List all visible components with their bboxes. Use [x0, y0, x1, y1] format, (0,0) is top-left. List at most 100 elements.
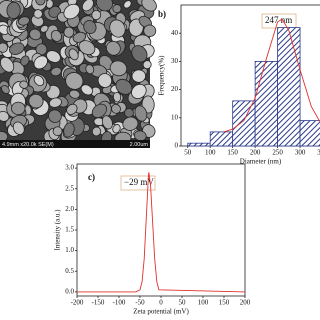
x-tick-label: -150	[92, 299, 105, 307]
grain	[112, 124, 121, 134]
grain	[33, 55, 48, 70]
y-tick-label: 0	[175, 142, 179, 150]
grain	[63, 26, 75, 38]
grain	[95, 0, 113, 12]
grain	[12, 121, 25, 135]
fit-curve	[223, 18, 320, 133]
grain	[50, 29, 62, 42]
grain	[48, 97, 62, 108]
grain	[80, 84, 93, 96]
bar	[254, 61, 279, 147]
sem-image	[0, 0, 157, 148]
grain	[101, 115, 113, 130]
grain	[131, 69, 146, 83]
grain	[142, 60, 152, 70]
x-tick-label: 150	[219, 299, 230, 307]
sem-info: 4.9mm x20.0k SE(M)	[2, 142, 54, 148]
y-tick-label: 1.5	[65, 226, 74, 234]
sem-info-bar	[0, 140, 150, 148]
y-tick-label: 10	[171, 113, 179, 121]
x-tick-label: 200	[250, 149, 261, 157]
x-tick-label: 150	[227, 149, 238, 157]
x-tick-label: 50	[179, 299, 187, 307]
grain	[63, 3, 81, 20]
plot-frame	[76, 163, 246, 297]
grain	[112, 4, 122, 14]
grain	[65, 72, 84, 90]
y-tick-label: 40	[171, 29, 179, 37]
y-tick-label: 0.0	[65, 287, 74, 295]
grain	[46, 50, 61, 63]
grain	[141, 0, 157, 12]
grain	[33, 9, 43, 19]
y-tick-label: 0.5	[65, 267, 74, 275]
bar	[299, 120, 320, 147]
grain	[9, 42, 25, 55]
x-tick-label: -200	[71, 299, 84, 307]
grain	[11, 101, 26, 116]
grain	[131, 83, 147, 99]
grain	[35, 0, 46, 6]
bar	[209, 131, 234, 147]
x-tick-label: 100	[198, 299, 209, 307]
grain	[68, 48, 79, 61]
panel-label: c)	[88, 172, 95, 182]
x-tick-label: -50	[135, 299, 145, 307]
grain	[106, 40, 121, 56]
grain	[91, 103, 108, 119]
grain	[50, 66, 62, 77]
grain	[66, 103, 78, 115]
x-axis-label: Diameter (nm)	[240, 158, 282, 166]
grain	[123, 0, 132, 9]
bar	[232, 100, 256, 147]
x-tick-label: 300	[295, 149, 306, 157]
x-tick-label: 200	[240, 299, 251, 307]
x-tick-label: 50	[184, 149, 192, 157]
grain	[48, 109, 62, 124]
x-axis-label: Zeta potential (mV)	[133, 308, 189, 316]
grain	[28, 93, 44, 109]
grain	[122, 116, 139, 131]
x-tick-label: -100	[113, 299, 126, 307]
grain	[29, 28, 42, 41]
grain	[0, 110, 10, 122]
grain	[109, 19, 126, 38]
bar	[187, 142, 211, 147]
grain	[0, 56, 15, 73]
y-tick-label: 1.0	[65, 246, 74, 254]
grain	[115, 78, 133, 95]
x-tick-label: 0	[159, 299, 163, 307]
grain	[20, 55, 30, 67]
y-tick-label: 20	[171, 85, 179, 93]
grain	[91, 9, 102, 21]
y-axis-label: Intensity (a.u.)	[54, 209, 62, 251]
annotation-box	[120, 175, 156, 191]
y-tick-label: 2.0	[65, 205, 74, 213]
grain	[91, 126, 102, 137]
bar	[277, 27, 301, 147]
sem-scale: 2.00um	[130, 142, 149, 148]
grain	[143, 24, 157, 38]
grain	[19, 80, 29, 89]
grain	[97, 73, 113, 88]
grain	[109, 60, 128, 77]
y-tick-label: 3.0	[65, 164, 74, 172]
grain	[6, 1, 21, 20]
grain	[63, 122, 75, 138]
zeta-curve	[77, 172, 246, 293]
grain	[72, 31, 87, 43]
grain	[1, 84, 10, 94]
grain	[111, 103, 121, 114]
grain	[134, 105, 148, 122]
grain	[17, 16, 30, 26]
grain	[33, 75, 45, 87]
panel-label: b)	[158, 9, 166, 19]
grain	[0, 42, 9, 53]
x-tick-label: 250	[272, 149, 283, 157]
y-axis-label: Frequency(%)	[158, 55, 166, 96]
y-tick-label: 2.5	[65, 184, 74, 192]
grain	[52, 126, 63, 137]
y-tick-label: 30	[171, 57, 179, 65]
x-tick-label: 100	[205, 149, 216, 157]
